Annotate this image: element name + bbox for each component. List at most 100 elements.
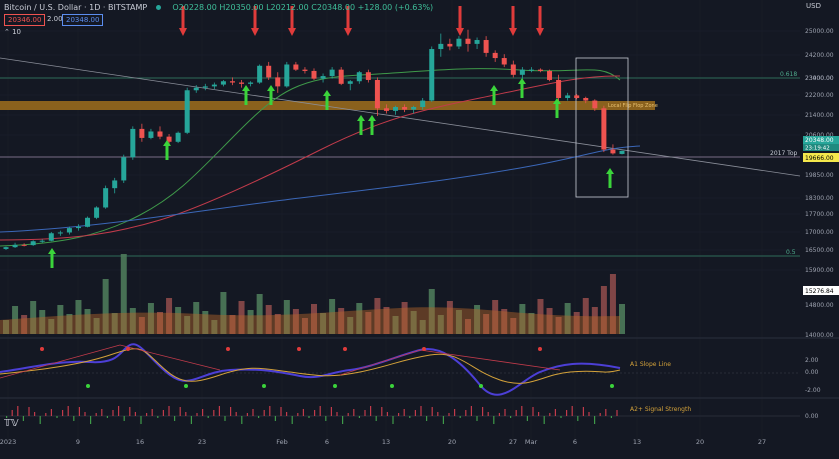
buy-arrow-head (242, 85, 250, 91)
volume-bar (93, 318, 100, 334)
signal-bar (403, 409, 405, 416)
chart-header: Bitcoin / U.S. Dollar · 1D · BITSTAMP O2… (4, 3, 433, 12)
candle-body (601, 108, 607, 150)
volume-bar (166, 298, 173, 334)
volume-bar (193, 302, 200, 334)
osc-red-dot (297, 347, 301, 351)
osc-dots (40, 347, 614, 388)
signal-bar (241, 416, 243, 424)
sell-arrow-icon (253, 6, 257, 28)
highlight-box[interactable] (575, 57, 629, 198)
osc-tick-label: 0.00 (805, 369, 819, 376)
signal-bar (347, 413, 349, 416)
time-tick-label: 6 (573, 438, 577, 446)
volume-bar (591, 307, 598, 334)
candle-body (211, 84, 217, 87)
sell-arrow-icon (181, 6, 185, 28)
volume-bar (292, 309, 299, 334)
signal-bar (190, 416, 192, 424)
signal-bar (358, 416, 360, 418)
volume-bar (283, 300, 290, 334)
signal-bar (56, 416, 58, 418)
signal-bar (218, 406, 220, 416)
ma-blue (0, 145, 641, 233)
signal-bar (302, 409, 304, 416)
candle-body (175, 132, 181, 142)
volume-bar (147, 303, 154, 334)
candle-body (103, 188, 109, 208)
time-tick-label: 13 (633, 438, 641, 446)
osc-red-dot (422, 347, 426, 351)
volume-bar (211, 320, 218, 334)
signal-bar (426, 416, 428, 421)
candle-body (556, 79, 562, 98)
buy-price-button[interactable]: 20348.00 (62, 14, 104, 26)
signal-bar (22, 416, 24, 421)
volume-bar (555, 317, 562, 334)
signal-bar (62, 410, 64, 416)
volume-bar (619, 304, 625, 334)
sig-tick-label: 0.00 (805, 413, 819, 420)
ma-red (0, 75, 621, 241)
signal-bar (577, 416, 579, 421)
volume-bar (247, 310, 254, 334)
candle-body (338, 69, 344, 84)
candle-body (266, 65, 272, 78)
buy-arrow-icon (492, 91, 496, 105)
signal-bar (330, 407, 332, 416)
osc-tick-label: 2.00 (805, 357, 819, 364)
candle-body (148, 131, 154, 138)
buy-arrow-icon (165, 146, 169, 160)
osc-orange-line (0, 348, 621, 384)
volume-bar (184, 316, 191, 334)
osc-red-trend-4 (419, 349, 561, 371)
osc-red-trend (0, 344, 121, 379)
indicator-toggle[interactable]: ⌃ 10 (4, 28, 21, 36)
candle-body (166, 136, 172, 142)
volume-bar (311, 304, 317, 334)
price-tick-label: 16500.00 (805, 247, 834, 254)
chart-grid (0, 30, 800, 271)
signal-bar (308, 416, 310, 418)
buy-arrow-head (48, 248, 56, 254)
candle-body (420, 100, 426, 108)
volume-bar (564, 303, 571, 334)
osc-green-dot (479, 384, 483, 388)
signal-bar (140, 416, 142, 424)
signal-bar (353, 409, 355, 416)
signal-bar (487, 412, 489, 416)
symbol-title[interactable]: Bitcoin / U.S. Dollar · 1D · BITSTAMP (4, 3, 148, 12)
candle-body (193, 87, 199, 91)
candle-body (311, 70, 317, 79)
candle-body (275, 77, 281, 87)
ohlc-values: O20228.00 H20350.00 L20212.00 C20348.00 … (172, 3, 434, 12)
candle-body (574, 95, 580, 98)
signal-bar (252, 409, 254, 416)
candle-body (157, 131, 163, 137)
volume-bar (274, 314, 281, 334)
current-price-text: 20348.00 (805, 137, 834, 144)
tradingview-logo-icon[interactable]: 𝕋𝕍 (4, 418, 19, 429)
buy-arrow-head (553, 98, 561, 104)
signal-bar (78, 407, 80, 416)
signal-bar (280, 407, 282, 416)
sell-price-button[interactable]: 20346.00 (4, 14, 46, 26)
signal-bar (84, 412, 86, 416)
time-axis[interactable]: 2023 9 16 23 Feb 6 13 20 27 Mar 6 13 20 27 (0, 438, 766, 446)
signal-bar (73, 416, 75, 421)
volume-bar (30, 301, 37, 334)
candle-body (547, 70, 553, 80)
price-tick-label: 25000.00 (805, 28, 834, 35)
signal-bar (605, 409, 607, 416)
signal-bar (504, 409, 506, 416)
signal-bar (325, 416, 327, 421)
signal-bar (392, 416, 394, 424)
osc-label: A1 Slope Line (630, 361, 671, 368)
candle-body (610, 149, 616, 154)
volume-bar (465, 319, 471, 334)
signal-bar (538, 412, 540, 416)
sell-arrow-icon (346, 6, 350, 28)
currency-label: USD (806, 2, 821, 10)
